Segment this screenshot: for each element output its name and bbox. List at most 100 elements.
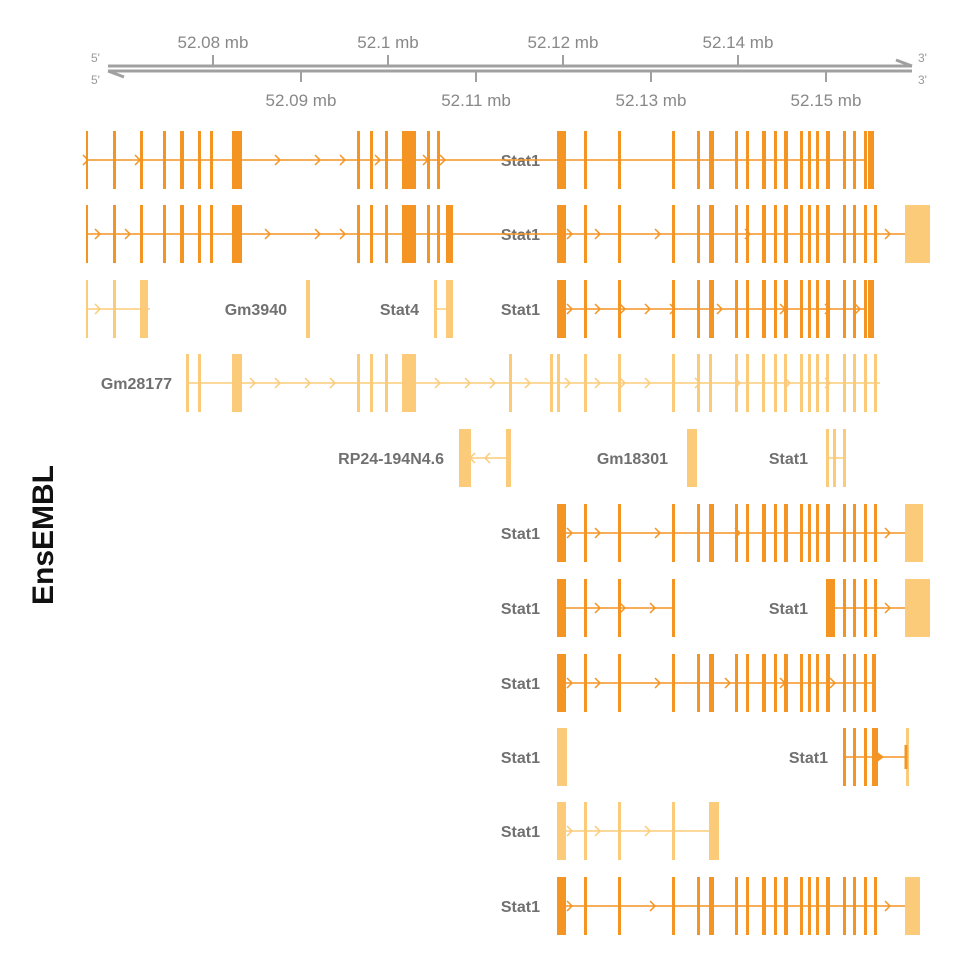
strand-arrow	[374, 154, 382, 166]
strand-arrow	[644, 825, 652, 837]
exon	[709, 131, 714, 189]
exon	[774, 131, 777, 189]
exon	[584, 877, 587, 935]
exon	[905, 877, 920, 935]
exon	[370, 354, 373, 412]
exon	[808, 205, 811, 263]
exon	[198, 205, 201, 263]
gene-label: Gm18301	[597, 451, 668, 468]
exon	[709, 504, 714, 562]
ruler-tick-label: 52.13 mb	[616, 91, 687, 110]
exon	[833, 429, 836, 487]
exon	[232, 205, 242, 263]
strand-arrow	[249, 377, 257, 389]
exon	[784, 131, 788, 189]
exon	[697, 654, 700, 712]
exon	[905, 504, 923, 562]
exon	[826, 579, 835, 637]
exon	[735, 654, 738, 712]
gene-label: Stat1	[501, 153, 540, 170]
ruler-tick-label: 52.1 mb	[357, 33, 418, 52]
exon	[357, 354, 360, 412]
exon	[584, 354, 587, 412]
ruler-end-label-bottom: 3'	[918, 73, 927, 87]
exon	[800, 354, 803, 412]
exon	[672, 354, 675, 412]
exon	[826, 877, 830, 935]
exon	[853, 354, 856, 412]
gene-label: Stat4	[380, 302, 419, 319]
exon	[826, 429, 829, 487]
exon	[446, 205, 453, 263]
strand-arrow	[884, 602, 892, 614]
exon	[800, 504, 803, 562]
exon	[864, 728, 867, 786]
exon	[357, 131, 360, 189]
exon	[709, 205, 714, 263]
exon	[800, 280, 803, 338]
exon	[385, 205, 388, 263]
exon	[774, 354, 777, 412]
exon	[843, 354, 846, 412]
exon	[232, 354, 242, 412]
exon	[735, 504, 738, 562]
exon	[735, 877, 738, 935]
strand-arrow	[264, 228, 272, 240]
gene-label: Stat1	[769, 451, 808, 468]
strand-arrow	[134, 154, 142, 166]
ruler-start-label-top: 5'	[91, 51, 100, 65]
strand-arrow	[489, 377, 497, 389]
gene-model: Stat1	[501, 728, 567, 786]
strand-arrow	[564, 377, 572, 389]
exon	[506, 429, 511, 487]
exon	[198, 354, 201, 412]
exon	[762, 280, 766, 338]
exon	[402, 205, 416, 263]
exon	[584, 205, 587, 263]
strand-arrow	[94, 303, 102, 315]
exon	[853, 877, 856, 935]
strand-arrow	[566, 303, 574, 315]
exon	[618, 354, 621, 412]
gene-label: Stat1	[501, 601, 540, 618]
exon	[163, 131, 166, 189]
exon	[826, 205, 830, 263]
exon	[853, 205, 856, 263]
exon	[746, 504, 749, 562]
exon	[826, 654, 830, 712]
exon	[672, 205, 675, 263]
exon	[370, 131, 373, 189]
exon	[550, 354, 553, 412]
strand-arrow	[314, 154, 322, 166]
ruler-tick-label: 52.14 mb	[703, 33, 774, 52]
exon	[843, 280, 846, 338]
exon	[697, 354, 700, 412]
exon	[557, 205, 566, 263]
ruler-tick-label: 52.15 mb	[791, 91, 862, 110]
exon	[816, 205, 819, 263]
ruler-start-label-bottom: 5'	[91, 73, 100, 87]
exon	[800, 131, 803, 189]
gene-model: Stat4	[306, 280, 453, 338]
exon	[709, 802, 719, 860]
exon	[843, 131, 846, 189]
strand-arrow	[824, 377, 832, 389]
exon	[868, 131, 874, 189]
exon	[697, 205, 700, 263]
gene-label: Stat1	[501, 750, 540, 767]
exon	[864, 654, 867, 712]
strand-arrow	[619, 377, 627, 389]
exon	[874, 877, 877, 935]
exon	[163, 205, 166, 263]
strand-arrow	[94, 228, 102, 240]
strand-arrow	[619, 303, 627, 315]
strand-arrow	[854, 303, 862, 315]
exon	[370, 205, 373, 263]
exon	[618, 802, 621, 860]
gene-model: Stat1	[501, 654, 876, 712]
exon	[808, 654, 811, 712]
exon	[874, 205, 877, 263]
exon	[557, 131, 566, 189]
exon	[843, 877, 846, 935]
